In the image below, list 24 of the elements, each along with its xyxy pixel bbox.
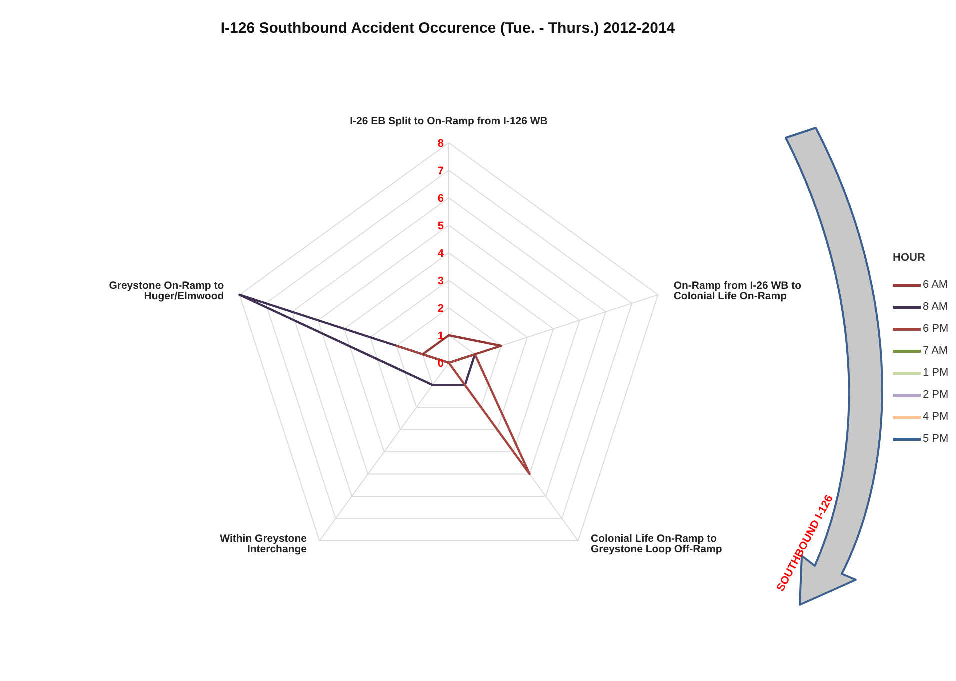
legend-label: 4 PM bbox=[923, 411, 949, 423]
spoke-label: On-Ramp from I-26 WB to Colonial Life On-Ramp bbox=[674, 280, 802, 303]
legend-label: 8 AM bbox=[923, 301, 948, 313]
y-tick-label: 1 bbox=[438, 330, 444, 342]
y-tick-label: 3 bbox=[438, 276, 444, 288]
y-tick-label: 4 bbox=[438, 248, 445, 260]
y-tick-label: 6 bbox=[438, 193, 444, 205]
y-tick-label: 2 bbox=[438, 303, 444, 315]
y-tick-label: 0 bbox=[438, 358, 444, 370]
legend-title: HOUR bbox=[893, 252, 926, 264]
spoke-label: I-26 EB Split to On-Ramp from I-126 WB bbox=[350, 116, 548, 128]
legend-label: 7 AM bbox=[923, 345, 948, 357]
y-tick-label: 7 bbox=[438, 166, 444, 178]
spoke-label: Greystone On-Ramp to Huger/Elmwood bbox=[109, 280, 224, 303]
legend-label: 5 PM bbox=[923, 433, 949, 445]
y-tick-label: 8 bbox=[438, 138, 444, 150]
legend-label: 6 AM bbox=[923, 279, 948, 291]
legend-label: 2 PM bbox=[923, 389, 949, 401]
spoke-label: Within Greystone Interchange bbox=[220, 532, 308, 556]
chart-title: I-126 Southbound Accident Occurence (Tue. - Thurs.) 2012-2014 bbox=[220, 20, 676, 37]
legend-label: 1 PM bbox=[923, 367, 949, 379]
spoke-label: Colonial Life On-Ramp to Greystone Loop Off-Ramp bbox=[591, 532, 722, 556]
y-tick-label: 5 bbox=[438, 220, 444, 232]
legend-label: 6 PM bbox=[923, 323, 949, 335]
